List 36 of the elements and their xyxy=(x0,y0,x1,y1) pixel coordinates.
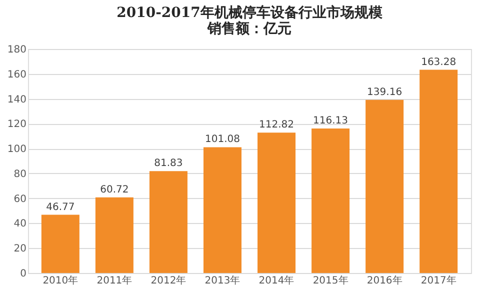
x-tick-label: 2011年 xyxy=(96,274,132,286)
data-label: 81.83 xyxy=(154,158,183,170)
data-label: 46.77 xyxy=(46,202,75,213)
y-tick-label: 0 xyxy=(20,268,26,280)
data-label: 112.82 xyxy=(259,120,294,131)
x-tick-label: 2010年 xyxy=(42,274,78,286)
y-tick-label: 120 xyxy=(7,119,26,130)
x-tick-label: 2012年 xyxy=(150,274,186,286)
data-label: 101.08 xyxy=(204,134,240,146)
x-tick-label: 2016年 xyxy=(366,274,402,286)
x-tick-label: 2013年 xyxy=(204,274,240,286)
chart-title: 2010-2017年机械停车设备行业市场规模 xyxy=(116,4,384,21)
bar xyxy=(312,128,350,273)
bar xyxy=(203,147,242,273)
data-label: 60.72 xyxy=(100,184,129,196)
bar xyxy=(258,132,296,273)
bar xyxy=(420,70,458,273)
y-tick-label: 60 xyxy=(14,194,26,205)
y-tick-label: 100 xyxy=(7,144,26,156)
data-label: 163.28 xyxy=(421,56,456,68)
y-tick-label: 160 xyxy=(7,69,26,80)
y-tick-label: 80 xyxy=(14,168,26,180)
y-tick-label: 40 xyxy=(14,218,26,230)
data-label: 139.16 xyxy=(367,86,402,98)
bar xyxy=(41,214,80,273)
bar xyxy=(95,197,134,273)
chart-subtitle: 销售额：亿元 xyxy=(206,20,292,37)
data-label: 116.13 xyxy=(313,115,348,126)
bar xyxy=(366,100,404,273)
y-tick-label: 140 xyxy=(7,94,26,106)
x-tick-label: 2017年 xyxy=(420,274,456,286)
y-tick-label: 20 xyxy=(14,244,26,255)
bar xyxy=(149,171,188,273)
x-tick-label: 2014年 xyxy=(258,274,294,286)
y-tick-label: 180 xyxy=(7,44,26,56)
x-tick-label: 2015年 xyxy=(312,274,348,286)
